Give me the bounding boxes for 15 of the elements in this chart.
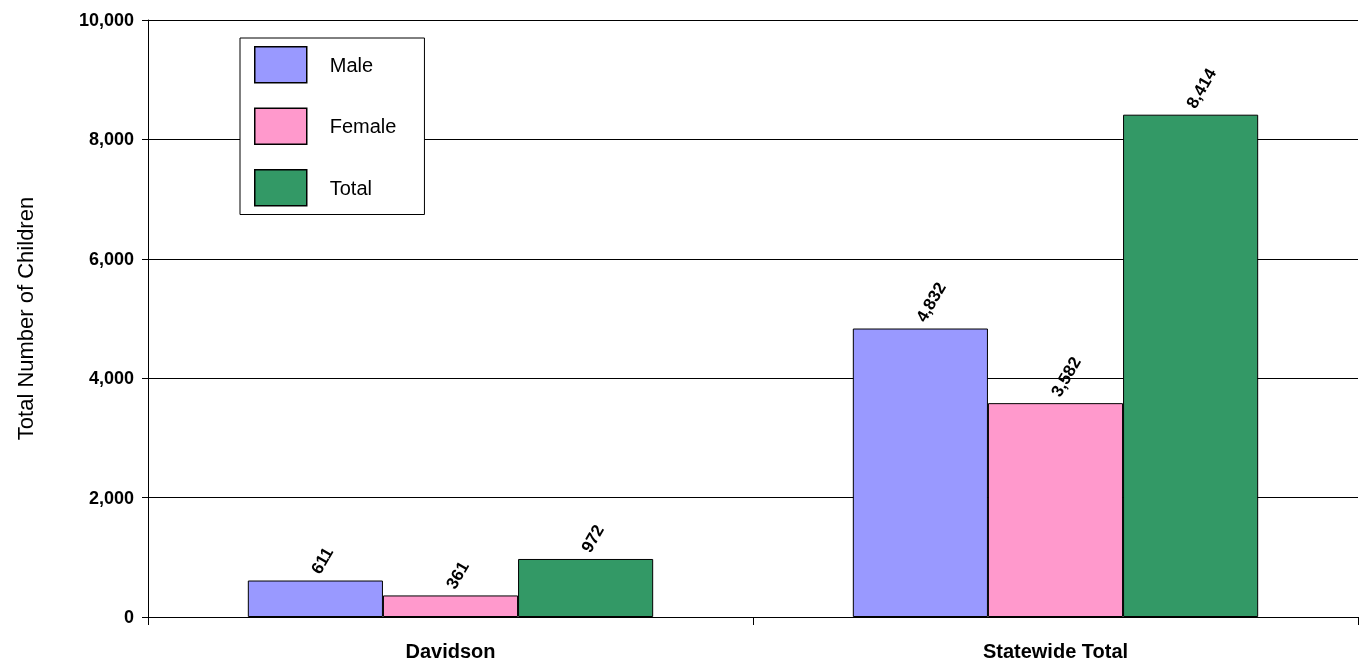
legend-label: Total bbox=[329, 176, 372, 199]
y-tick-label: 10,000 bbox=[78, 10, 134, 30]
legend-label: Female bbox=[329, 115, 397, 138]
x-tick-label: Davidson bbox=[405, 640, 496, 662]
y-axis-title: Total Number of Children bbox=[12, 196, 38, 441]
y-tick-label: 8,000 bbox=[88, 129, 134, 150]
y-tick-label: 2,000 bbox=[88, 487, 134, 508]
data-label: 611 bbox=[307, 544, 338, 578]
y-tick-label: 0 bbox=[123, 607, 134, 627]
y-tick-label: 6,000 bbox=[88, 248, 134, 269]
legend-label: Male bbox=[329, 53, 374, 76]
data-label: 361 bbox=[442, 558, 473, 593]
x-tick-label: Statewide Total bbox=[982, 640, 1129, 662]
y-tick-label: 4,000 bbox=[88, 368, 134, 389]
data-label: 972 bbox=[577, 521, 609, 556]
